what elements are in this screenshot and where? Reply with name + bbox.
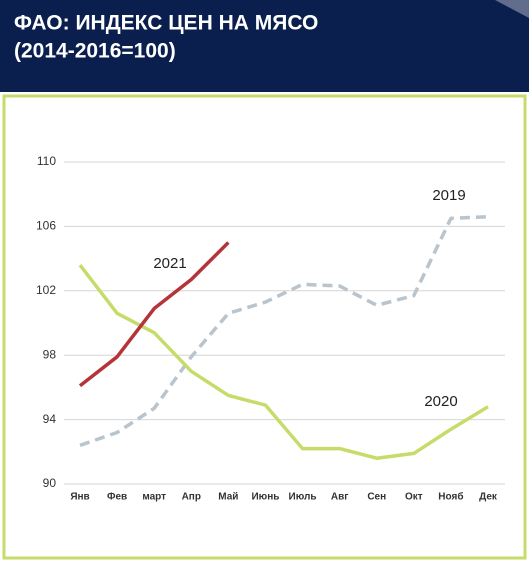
header-accent [495, 0, 529, 18]
y-tick-label: 98 [43, 347, 57, 361]
y-tick-label: 110 [37, 154, 56, 168]
x-tick-label: Янв [70, 492, 89, 503]
y-tick-label: 94 [43, 412, 57, 426]
series-label: 2020 [424, 393, 457, 410]
series-label: 2021 [153, 255, 186, 272]
x-tick-label: Дек [479, 492, 498, 503]
chart-subtitle: (2014-2016=100) [14, 40, 176, 63]
series-line [79, 214, 489, 448]
series-line [78, 241, 230, 388]
header [0, 0, 529, 92]
x-tick-label: Сен [367, 492, 386, 503]
series-label: 2019 [432, 187, 465, 204]
x-tick-label: Апр [182, 492, 201, 503]
x-tick-label: Июнь [251, 492, 279, 503]
frame [2, 94, 527, 560]
x-tick-label: Авг [331, 492, 349, 503]
series-line [78, 263, 489, 460]
x-tick-label: март [142, 492, 166, 503]
x-tick-label: Окт [405, 492, 423, 503]
y-tick-label: 90 [43, 476, 57, 490]
x-tick-label: Нояб [438, 491, 463, 503]
x-tick-label: Июль [289, 492, 317, 503]
x-tick-label: Май [218, 492, 238, 503]
y-tick-label: 106 [36, 219, 56, 233]
y-tick-label: 102 [36, 283, 56, 297]
chart-title: ФАО: ИНДЕКС ЦЕН НА МЯСО [14, 12, 318, 35]
x-tick-label: Фев [107, 492, 127, 503]
